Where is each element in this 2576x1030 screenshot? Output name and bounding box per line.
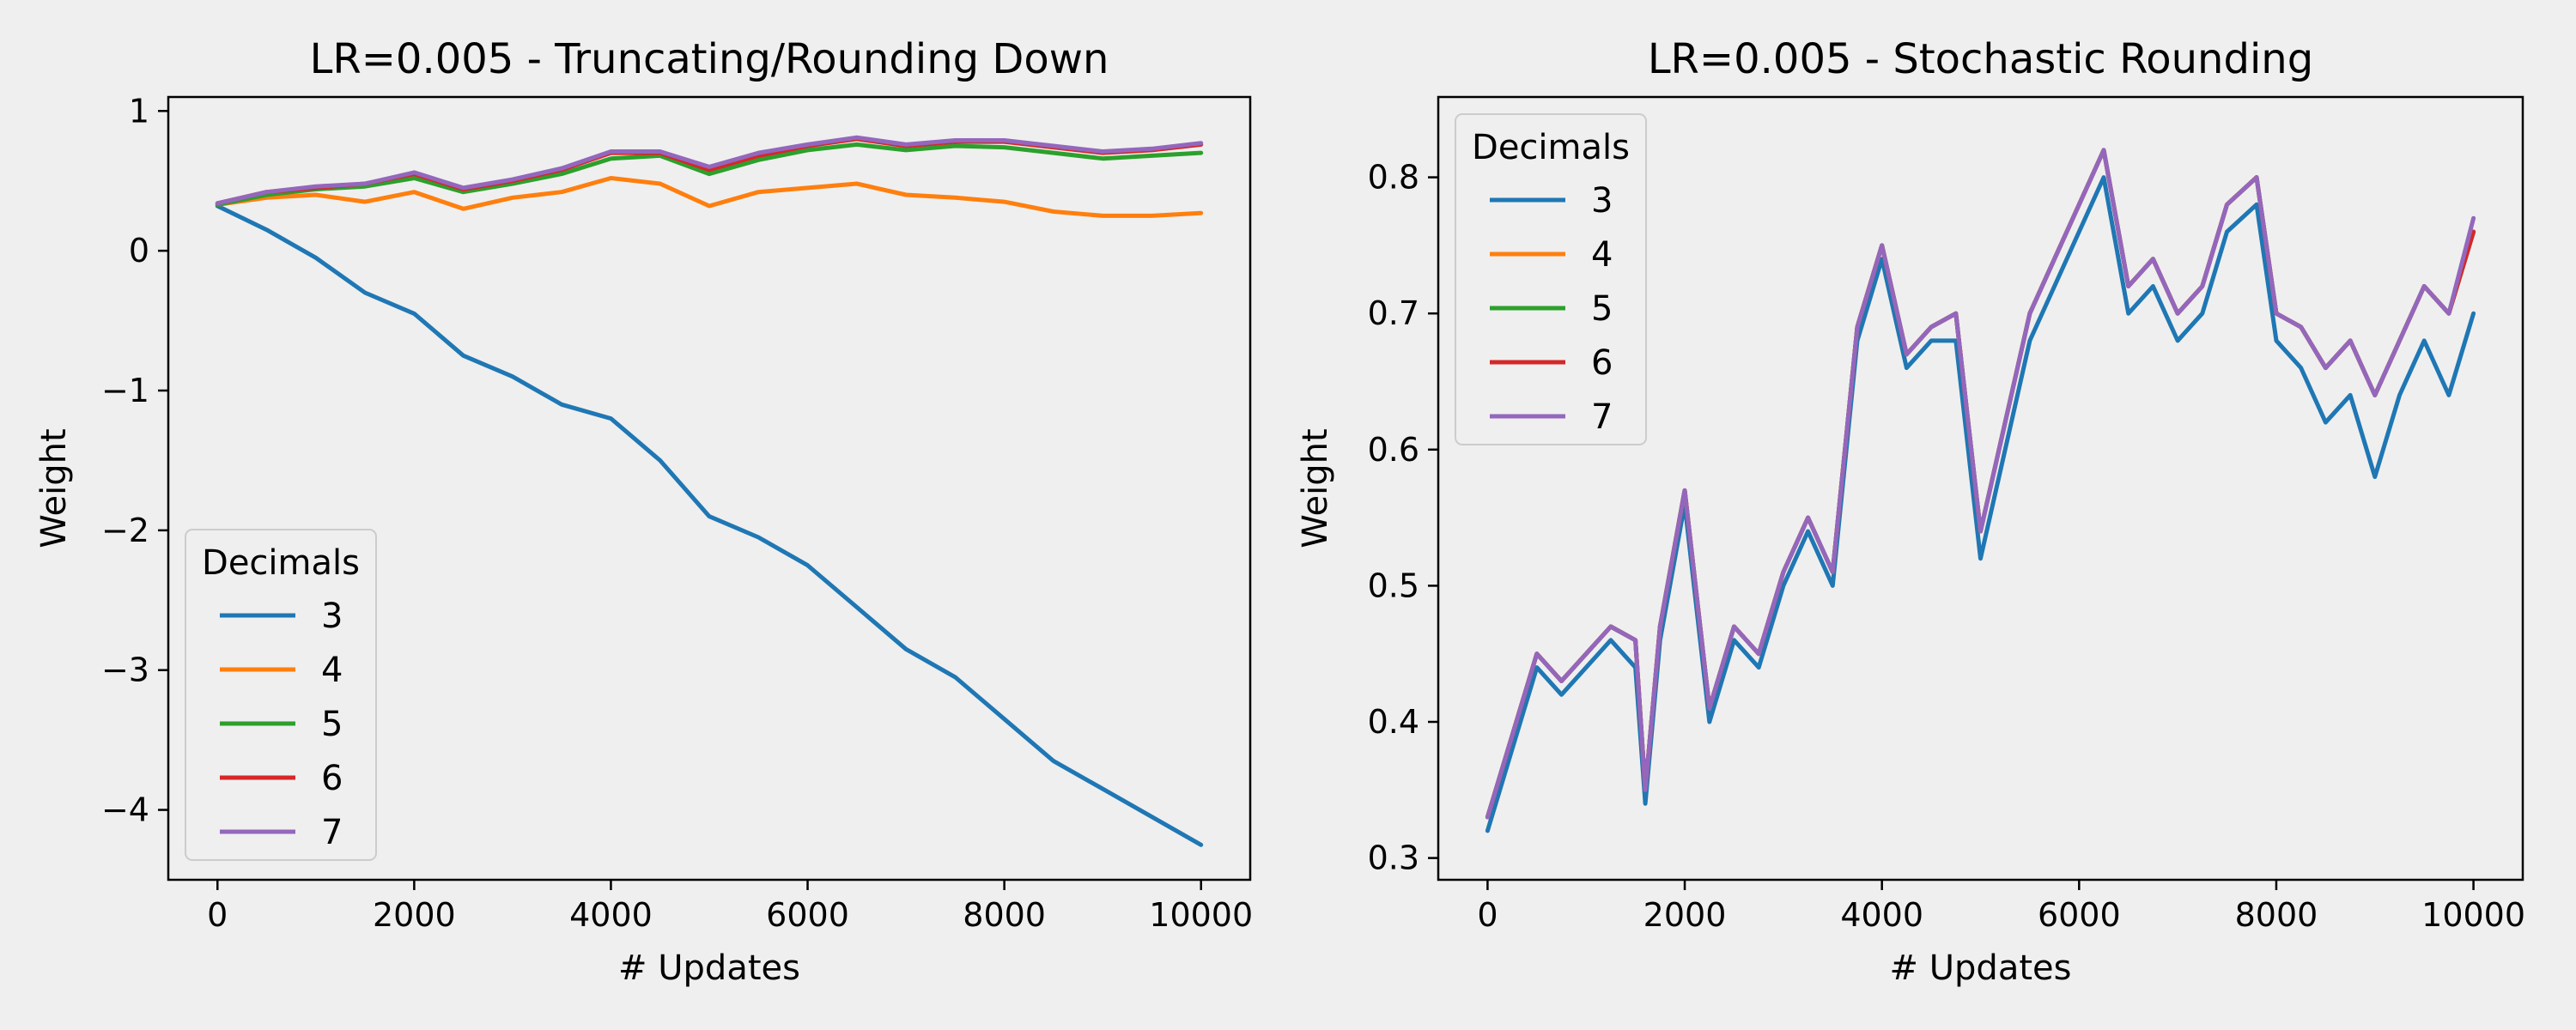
- y-tick-label: −4: [101, 791, 149, 829]
- y-axis-label: Weight: [1296, 428, 1335, 548]
- legend-item-4: 4: [1591, 235, 1613, 275]
- legend-item-3: 3: [321, 597, 343, 636]
- x-tick-label: 2000: [373, 896, 456, 934]
- legend: Decimals 3 4 5 6 7: [185, 529, 377, 861]
- series-line-3: [215, 203, 1204, 847]
- y-tick-label: 0.3: [1368, 839, 1419, 877]
- y-tick-label: 0.5: [1368, 566, 1419, 604]
- y-tick-label: 1: [129, 92, 149, 130]
- y-tick-label: 0.8: [1368, 159, 1419, 197]
- legend: Decimals 3 4 5 6 7: [1455, 113, 1647, 445]
- y-tick-label: 0: [129, 232, 149, 270]
- x-tick-label: 0: [207, 896, 228, 934]
- x-axis-label: # Updates: [1890, 948, 2072, 988]
- x-tick-label: 0: [1477, 896, 1498, 934]
- plot-area: [215, 135, 1204, 847]
- y-tick-label: −3: [101, 651, 149, 689]
- x-axis-label: # Updates: [618, 948, 800, 988]
- y-tick-label: 0.4: [1368, 703, 1419, 741]
- legend-item-7: 7: [1591, 397, 1613, 437]
- y-axis-label: Weight: [34, 428, 74, 548]
- legend-item-6: 6: [1591, 343, 1613, 383]
- chart-panel-2: LR=0.005 - Stochastic Rounding 0 2000 4000 6…: [1296, 35, 2525, 988]
- legend-item-6: 6: [321, 759, 343, 798]
- x-tick-label: 10000: [1149, 896, 1253, 934]
- x-tick-label: 4000: [1840, 896, 1923, 934]
- y-tick-label: 0.6: [1368, 431, 1419, 469]
- series-line-6: [215, 136, 1204, 206]
- chart-panel-1: LR=0.005 - Truncating/Rounding Down 0 2000…: [34, 35, 1253, 988]
- series-line-4: [215, 176, 1204, 218]
- series-line-5: [215, 142, 1204, 207]
- legend-item-4: 4: [321, 651, 343, 690]
- axes-frame: [1437, 95, 2524, 882]
- plot-area: [1485, 148, 2476, 833]
- legend-item-3: 3: [1591, 181, 1613, 221]
- y-tick-label: −2: [101, 512, 149, 549]
- series-line-7: [215, 135, 1204, 206]
- legend-item-5: 5: [1591, 289, 1613, 329]
- chart-title: LR=0.005 - Truncating/Rounding Down: [310, 35, 1109, 83]
- x-tick-label: 4000: [569, 896, 653, 934]
- legend-item-5: 5: [321, 705, 343, 744]
- x-tick-label: 8000: [2235, 896, 2318, 934]
- axes-frame: [167, 95, 1252, 882]
- legend-title: Decimals: [1472, 128, 1630, 167]
- x-tick-label: 8000: [963, 896, 1046, 934]
- legend-title: Decimals: [202, 543, 360, 583]
- series-line-7: [1485, 148, 2476, 820]
- x-tick-label: 10000: [2421, 896, 2525, 934]
- legend-item-7: 7: [321, 813, 343, 852]
- x-tick-label: 2000: [1643, 896, 1727, 934]
- x-tick-label: 6000: [766, 896, 849, 934]
- y-tick-label: 0.7: [1368, 294, 1419, 332]
- y-tick-label: −1: [101, 372, 149, 409]
- chart-title: LR=0.005 - Stochastic Rounding: [1648, 35, 2313, 83]
- x-tick-label: 6000: [2038, 896, 2121, 934]
